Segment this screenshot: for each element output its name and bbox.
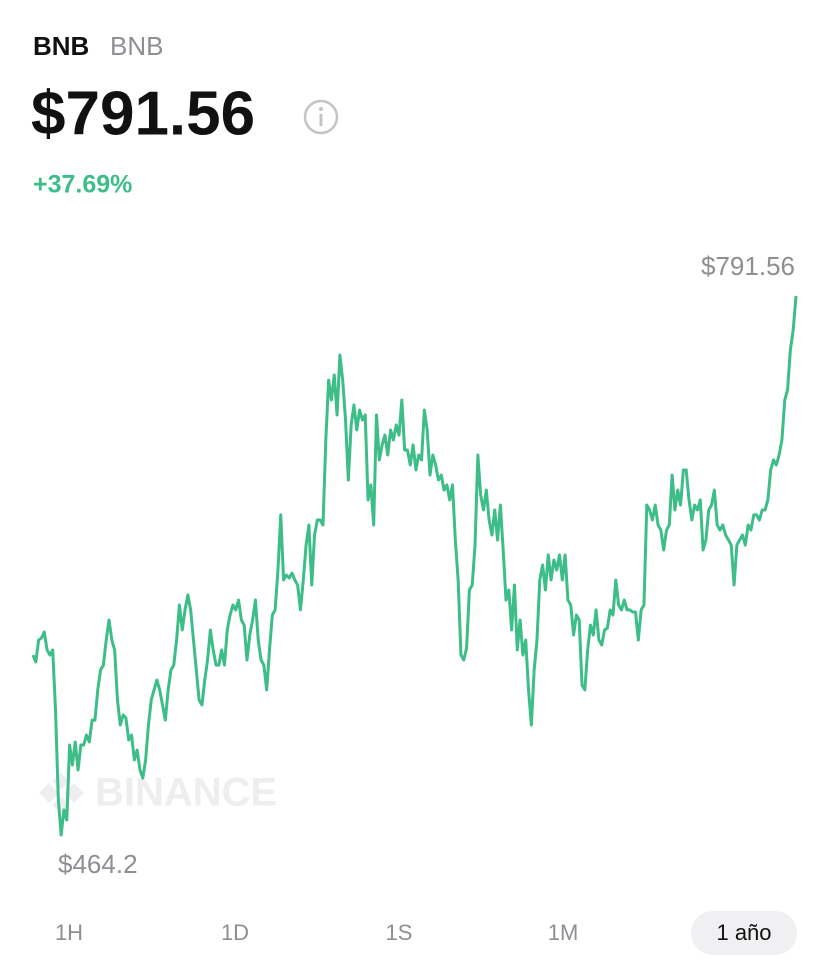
asset-name: BNB [110,31,163,61]
max-label: $791.56 [701,251,795,281]
change: +37.69% [33,171,132,199]
tab-bar: 1H 1D 1S 1M 1 año [55,911,797,955]
tab[interactable]: 1H [55,920,83,945]
watermark: BINANCE [95,771,277,815]
price: $791.56 [31,79,255,148]
tab[interactable]: 1 año [716,920,771,945]
min-label: $464.2 [58,849,138,879]
info-icon[interactable] [303,99,339,135]
tab[interactable]: 1S [386,920,413,945]
symbol: BNB [33,31,89,61]
tab[interactable]: 1M [548,920,579,945]
tab[interactable]: 1D [221,920,249,945]
price-line [31,295,798,837]
tab-selected-bg [691,911,797,955]
watermark-logo [39,772,84,814]
